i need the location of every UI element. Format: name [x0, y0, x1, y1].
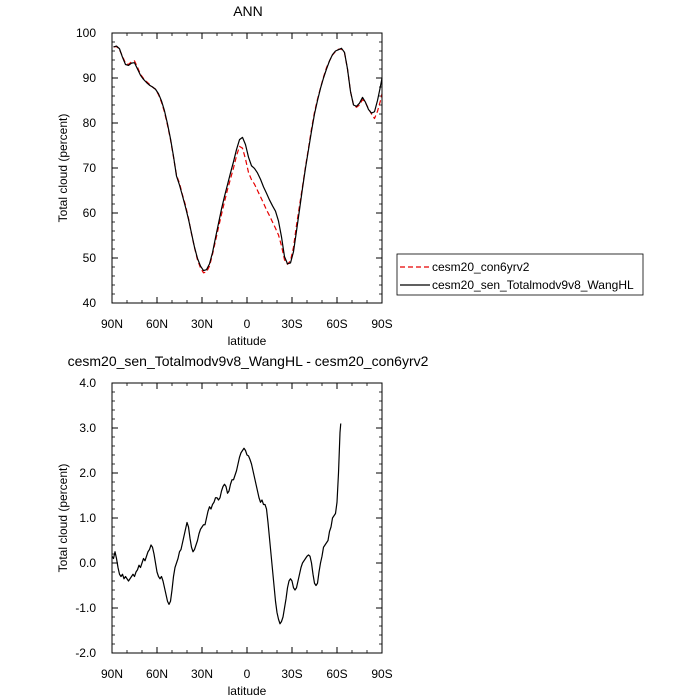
x-tick-label: 60N: [146, 317, 168, 331]
y-tick-label: 4.0: [79, 376, 96, 390]
y-tick-label: 60: [83, 206, 97, 220]
x-tick-label: 90N: [101, 667, 123, 681]
x-tick-label: 30N: [191, 667, 213, 681]
series-group: [113, 45, 383, 274]
legend: cesm20_con6yrv2 cesm20_sen_Totalmodv9v8_…: [396, 253, 644, 296]
x-axis-title: latitude: [228, 684, 267, 698]
x-axis-title: latitude: [228, 334, 267, 348]
y-tick-label: 50: [83, 251, 97, 265]
series-line-difference: [111, 423, 342, 625]
x-tick-label: 0: [244, 667, 251, 681]
axis-ticks: [111, 382, 383, 654]
chart-title: ANN: [233, 3, 263, 19]
y-axis-title: Total cloud (percent): [56, 464, 70, 573]
x-tick-label: 30S: [281, 667, 302, 681]
series-line-cesm20-sen-totalmodv9v8-wanghl: [113, 45, 383, 272]
x-tick-label: 90S: [371, 667, 392, 681]
y-tick-label: 80: [83, 116, 97, 130]
y-tick-label: 3.0: [79, 421, 96, 435]
x-tick-label: 60N: [146, 667, 168, 681]
y-tick-label: -1.0: [75, 601, 96, 615]
y-tick-labels: 40 50 60 70 80 90 100: [76, 26, 96, 310]
y-tick-label: 70: [83, 161, 97, 175]
x-tick-label: 60S: [326, 317, 347, 331]
y-tick-label: 0.0: [79, 556, 96, 570]
legend-label-cesm20-con6yrv2: cesm20_con6yrv2: [432, 260, 530, 274]
chart-difference: cesm20_sen_Totalmodv9v8_WangHL - cesm20_…: [56, 353, 429, 698]
x-tick-labels: 90N 60N 30N 0 30S 60S 90S: [101, 317, 393, 331]
legend-label-cesm20-sen: cesm20_sen_Totalmodv9v8_WangHL: [432, 278, 634, 292]
series-line-cesm20-con6yrv2: [113, 45, 383, 274]
x-tick-label: 90S: [371, 317, 392, 331]
x-tick-label: 30N: [191, 317, 213, 331]
x-tick-labels: 90N 60N 30N 0 30S 60S 90S: [101, 667, 393, 681]
y-tick-label: -2.0: [75, 646, 96, 660]
chart-title: cesm20_sen_Totalmodv9v8_WangHL - cesm20_…: [68, 353, 429, 369]
series-group: [111, 423, 342, 625]
x-tick-label: 30S: [281, 317, 302, 331]
x-tick-label: 90N: [101, 317, 123, 331]
plot-frame: [111, 32, 383, 304]
x-tick-label: 60S: [326, 667, 347, 681]
y-tick-label: 40: [83, 296, 97, 310]
y-tick-label: 1.0: [79, 511, 96, 525]
y-tick-label: 90: [83, 71, 97, 85]
y-axis-title: Total cloud (percent): [56, 114, 70, 223]
y-tick-labels: -2.0 -1.0 0.0 1.0 2.0 3.0 4.0: [75, 376, 96, 660]
y-tick-label: 2.0: [79, 466, 96, 480]
legend-box: [396, 253, 644, 296]
x-tick-label: 0: [244, 317, 251, 331]
y-tick-label: 100: [76, 26, 96, 40]
plot-frame: [111, 382, 383, 654]
